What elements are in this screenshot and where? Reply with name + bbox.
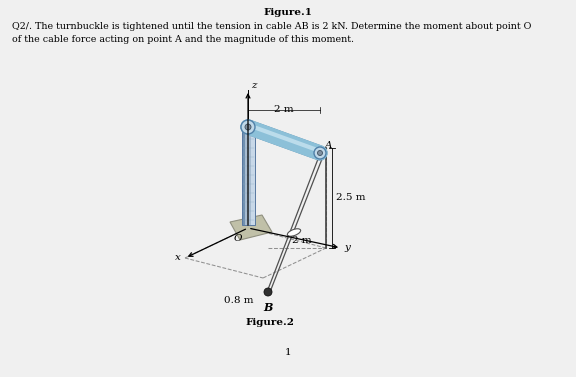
- Circle shape: [245, 124, 251, 130]
- Text: O: O: [233, 234, 242, 243]
- Text: Figure.2: Figure.2: [245, 318, 294, 327]
- Text: z: z: [251, 81, 256, 90]
- Circle shape: [317, 150, 323, 155]
- Text: y: y: [344, 244, 350, 253]
- Circle shape: [314, 147, 326, 159]
- Text: Figure.1: Figure.1: [263, 8, 313, 17]
- Text: 2.5 m: 2.5 m: [336, 193, 366, 202]
- Text: A: A: [325, 141, 332, 150]
- Text: Q2/. The turnbuckle is tightened until the tension in cable AB is 2 kN. Determin: Q2/. The turnbuckle is tightened until t…: [12, 22, 532, 31]
- Text: B: B: [263, 302, 272, 313]
- Bar: [251, 122, 255, 225]
- Text: 2 m: 2 m: [292, 236, 312, 245]
- Circle shape: [241, 120, 255, 134]
- Text: 0.8 m: 0.8 m: [225, 296, 254, 305]
- Circle shape: [264, 288, 272, 296]
- Text: 1: 1: [285, 348, 291, 357]
- Text: x: x: [175, 253, 181, 262]
- Bar: [242, 122, 255, 225]
- Ellipse shape: [287, 229, 301, 236]
- Bar: [242, 122, 245, 225]
- Text: 2 m: 2 m: [274, 105, 294, 114]
- Polygon shape: [230, 215, 272, 240]
- Text: of the cable force acting on point A and the magnitude of this moment.: of the cable force acting on point A and…: [12, 35, 354, 44]
- Bar: [242, 122, 255, 225]
